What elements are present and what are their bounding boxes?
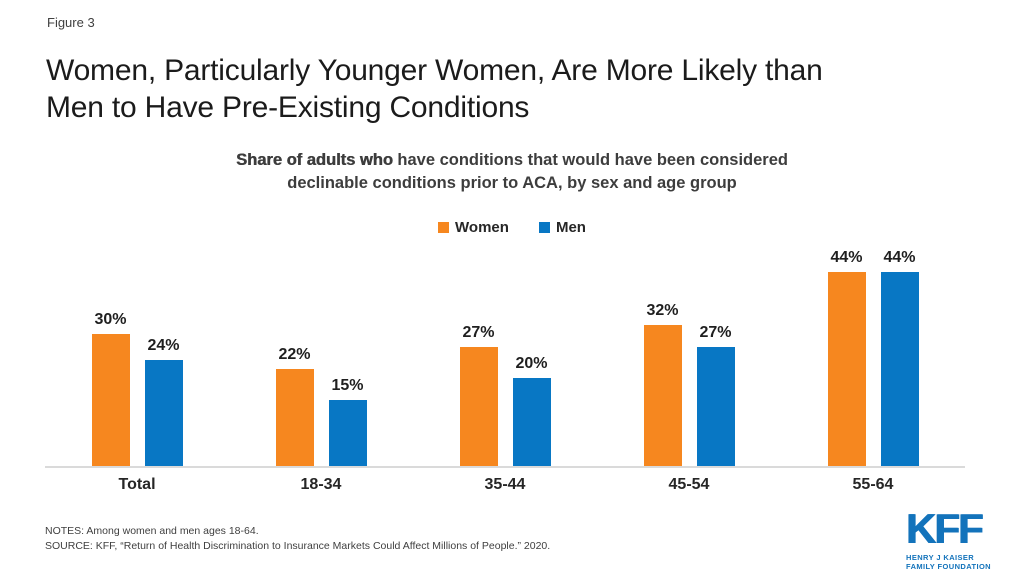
footer-notes: NOTES: Among women and men ages 18-64. S…	[45, 524, 550, 554]
kff-logo: KFF HENRY J KAISER FAMILY FOUNDATION	[906, 505, 991, 572]
legend: Women Men	[0, 219, 1024, 236]
bar-value-women-35-44: 27%	[462, 324, 495, 342]
bar-group-total: 30% 24%	[45, 250, 229, 466]
bar-men-45-54	[696, 347, 735, 466]
legend-swatch-women	[438, 222, 450, 233]
bar-women-18-34	[275, 369, 314, 466]
bar-value-men-55-64: 44%	[883, 249, 916, 267]
x-axis-label-total: Total	[118, 476, 156, 493]
kff-logo-subtext: HENRY J KAISER FAMILY FOUNDATION	[906, 553, 991, 571]
page-title: Women, Particularly Younger Women, Are M…	[46, 52, 986, 126]
bar-value-women-55-64: 44%	[830, 249, 863, 267]
bar-wrap-women-35-44: 27%	[459, 324, 498, 466]
page-title-line2: Men to Have Pre-Existing Conditions	[46, 91, 530, 124]
kff-logo-sub-line1: HENRY J KAISER	[906, 553, 975, 562]
x-axis-label-45-54: 45-54	[668, 476, 710, 493]
chart-subtitle: Share of adults who have conditions that…	[0, 149, 1024, 195]
figure-label: Figure 3	[47, 15, 95, 30]
kff-logo-text: KFF	[906, 505, 984, 552]
legend-label-men: Men	[555, 219, 586, 236]
bar-wrap-women-55-64: 44%	[827, 249, 866, 466]
legend-item-men: Men	[538, 219, 586, 236]
bar-men-total	[144, 360, 183, 466]
bar-value-men-18-34: 15%	[331, 377, 364, 394]
bar-value-men-45-54: 27%	[699, 324, 732, 342]
page-title-line1: Women, Particularly Younger Women, Are M…	[46, 54, 823, 87]
chart-subtitle-rest: have conditions that would have been con…	[392, 151, 788, 169]
bar-wrap-men-45-54: 27%	[696, 324, 735, 466]
x-axis-label-18-34: 18-34	[300, 476, 342, 493]
bar-women-55-64	[827, 272, 866, 466]
source-line: SOURCE: KFF, “Return of Health Discrimin…	[45, 540, 551, 552]
bar-men-18-34	[328, 400, 367, 466]
bar-wrap-men-35-44: 20%	[512, 355, 551, 466]
bar-wrap-women-total: 30%	[91, 311, 130, 466]
plot-area: 30% 24% 22% 15% 27% 20% 32% 27% 44% 44%	[45, 249, 965, 468]
bar-wrap-men-55-64: 44%	[880, 249, 919, 466]
x-axis-labels: Total 18-34 35-44 45-54 55-64	[45, 476, 965, 494]
x-axis-label-35-44: 35-44	[484, 476, 526, 493]
bar-value-women-total: 30%	[94, 311, 127, 328]
bar-group-18-34: 22% 15%	[229, 250, 413, 466]
legend-label-women: Women	[455, 219, 509, 236]
bar-group-35-44: 27% 20%	[413, 250, 597, 466]
bar-value-men-total: 24%	[147, 337, 180, 355]
bar-value-women-18-34: 22%	[278, 346, 311, 364]
x-axis-label-55-64: 55-64	[852, 476, 894, 493]
bar-group-45-54: 32% 27%	[597, 250, 781, 466]
bar-wrap-women-18-34: 22%	[275, 346, 314, 466]
bar-group-55-64: 44% 44%	[781, 249, 965, 466]
legend-item-women: Women	[438, 219, 509, 236]
notes-line: NOTES: Among women and men ages 18-64.	[45, 525, 259, 537]
legend-swatch-men	[538, 222, 550, 233]
chart-subtitle-line2: declinable conditions prior to ACA, by s…	[287, 174, 737, 192]
bar-wrap-women-45-54: 32%	[643, 302, 682, 466]
kff-logo-sub-line2: FAMILY FOUNDATION	[906, 562, 991, 571]
bar-men-55-64	[880, 272, 919, 466]
bar-wrap-men-total: 24%	[144, 337, 183, 466]
bar-women-45-54	[643, 325, 682, 466]
bar-men-35-44	[512, 378, 551, 466]
bar-value-women-45-54: 32%	[646, 302, 679, 320]
bar-women-total	[91, 334, 130, 466]
bar-women-35-44	[459, 347, 498, 466]
chart-subtitle-bold: Share of adults who	[236, 151, 393, 169]
bar-wrap-men-18-34: 15%	[328, 377, 367, 466]
bar-value-men-35-44: 20%	[515, 355, 548, 372]
